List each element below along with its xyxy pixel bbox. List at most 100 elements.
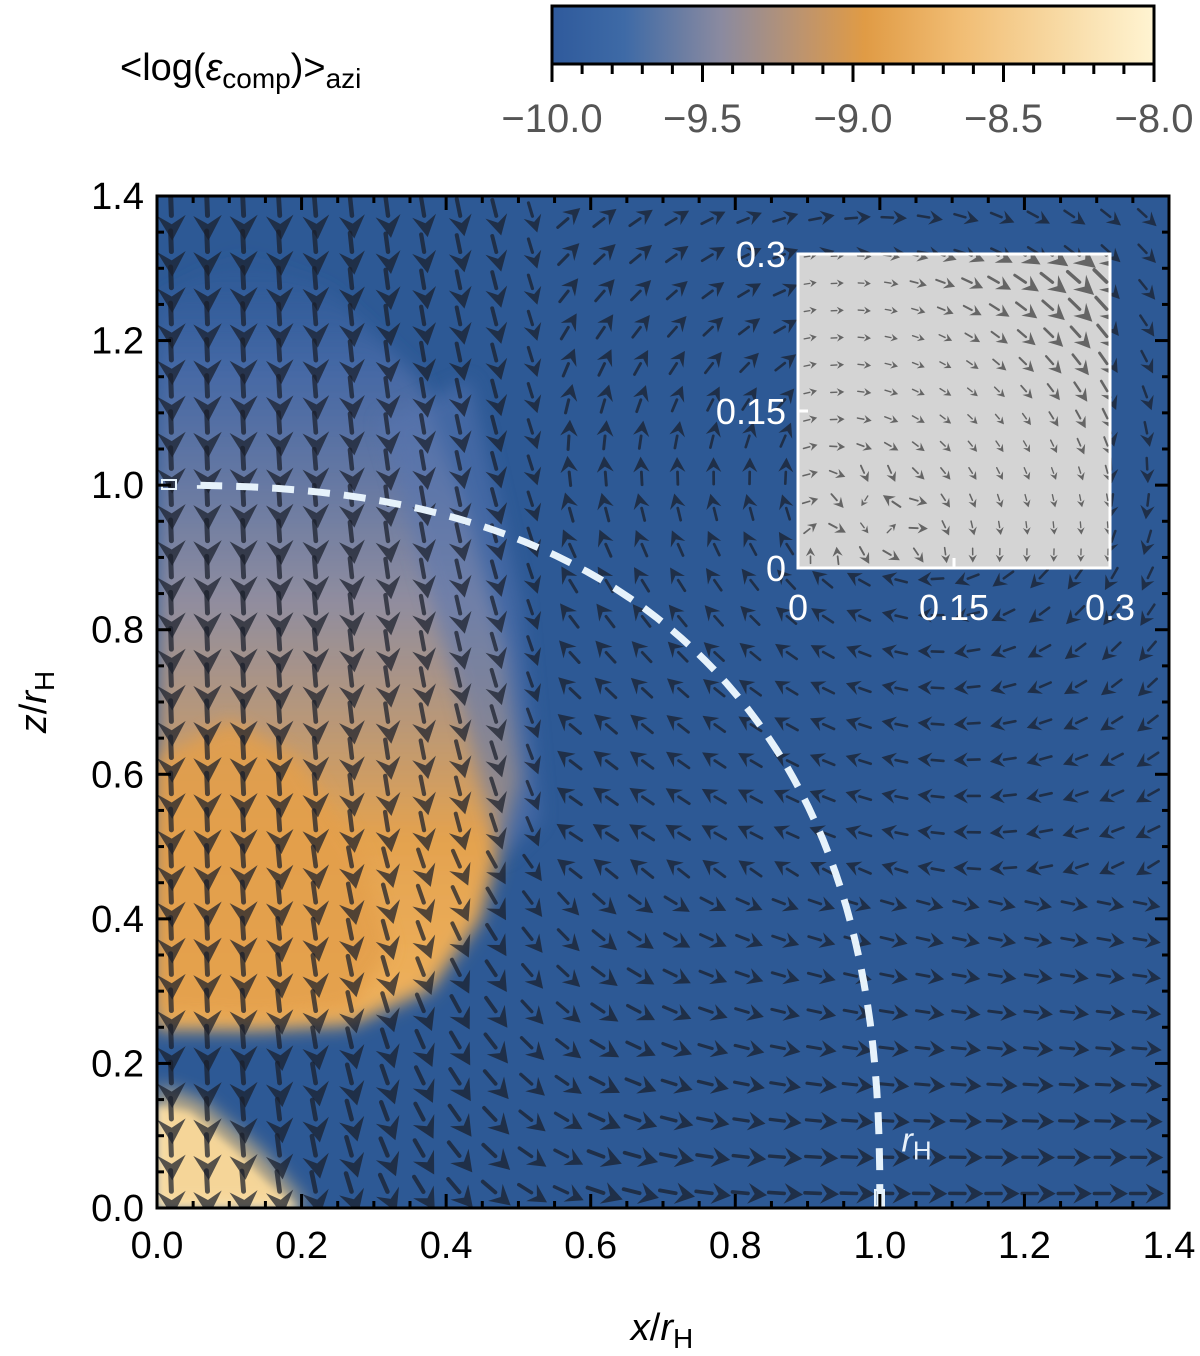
velocity-arrow-head [485,718,507,742]
velocity-arrow-head [229,467,258,494]
velocity-arrow-head [375,322,401,347]
velocity-arrow-head [229,792,258,819]
inset-arrow [857,360,872,369]
velocity-arrow [375,303,401,347]
inset-arrow-head [941,525,950,536]
velocity-arrow [339,447,365,492]
velocity-arrow-head [1140,539,1155,556]
inset-arrow [1067,297,1093,322]
velocity-arrow [1063,209,1086,225]
velocity-arrow-shaft [662,968,678,978]
inset-arrow-shaft [1098,351,1109,366]
velocity-arrow [633,456,650,487]
velocity-arrow-head [376,1186,399,1208]
velocity-arrow-shaft [489,595,499,616]
velocity-arrow [302,1025,329,1071]
velocity-arrow [917,716,945,732]
inset-arrow-head [1047,331,1064,347]
velocity-arrow-shaft [604,687,618,700]
velocity-arrow-shaft [519,1036,534,1050]
velocity-arrow-head [705,421,721,438]
velocity-arrow-head [819,1183,840,1204]
inset-arrow [857,333,871,342]
inset-arrow-shaft [803,391,811,395]
velocity-arrow-shaft [418,666,427,688]
velocity-arrow-head [1145,1040,1162,1058]
velocity-arrow [339,990,365,1034]
velocity-arrow [557,243,580,267]
velocity-arrow-shaft [1074,716,1088,725]
velocity-arrow-head [598,968,618,986]
velocity-arrow-shaft [673,434,679,450]
inset-arrow [968,467,977,480]
velocity-arrow [917,824,945,840]
velocity-arrow-head [892,1147,911,1167]
inset-arrow-shaft [938,334,946,339]
inset-arrow [911,388,925,396]
velocity-arrow-head [928,210,943,225]
velocity-arrow [917,788,945,804]
velocity-arrow-shaft [894,867,909,874]
velocity-arrow [339,1171,364,1208]
velocity-arrow [845,716,872,732]
velocity-arrow-head [670,350,685,368]
velocity-arrow-shaft [858,831,873,838]
inset-arrow [964,332,981,343]
velocity-arrow [769,1075,801,1094]
velocity-arrow-shaft [1136,207,1148,219]
velocity-arrow [560,348,577,378]
velocity-arrow-shaft [770,971,786,978]
velocity-arrow-head [1036,1040,1054,1058]
velocity-arrow-head [557,714,576,732]
velocity-arrow-shaft [1131,1046,1148,1051]
velocity-arrow-head [928,1040,945,1058]
velocity-arrow-shaft [628,217,642,228]
velocity-arrow [952,896,980,912]
velocity-arrow [448,305,472,345]
velocity-arrow [743,531,758,556]
velocity-arrow-shaft [274,1169,283,1194]
velocity-arrow-shaft [347,302,355,327]
velocity-arrow-shaft [1110,566,1119,580]
velocity-arrow [702,859,727,879]
velocity-arrow-head [999,896,1016,912]
velocity-arrow-shaft [567,506,575,523]
velocity-arrow [917,644,945,659]
velocity-arrow [987,1004,1017,1021]
y-tick-label: 1.2 [91,321,144,363]
velocity-arrow [558,677,582,700]
velocity-arrow [879,968,908,985]
velocity-arrow-head [157,1010,186,1036]
velocity-arrow [375,196,401,238]
inset-arrow-head [809,279,817,288]
velocity-arrow-head [1000,1040,1018,1058]
velocity-arrow-head [193,1118,222,1145]
velocity-arrow-shaft [383,376,391,399]
inset-arrow [803,388,817,397]
velocity-arrow-head [954,571,971,586]
velocity-arrow [597,492,614,523]
velocity-arrow-head [524,861,542,882]
inset-arrow-shaft [1041,299,1055,312]
velocity-arrow-head [157,395,186,422]
velocity-arrow [665,788,691,806]
velocity-arrow-head [1109,1147,1128,1167]
velocity-arrow-shaft [383,196,391,218]
velocity-arrow [448,269,472,309]
velocity-arrow-head [157,504,186,530]
velocity-arrow-head [782,968,800,985]
velocity-arrow-head [917,607,932,623]
velocity-arrow [659,1111,694,1131]
velocity-arrow-head [672,1004,692,1021]
velocity-arrow-shaft [589,1038,606,1050]
velocity-arrow [917,571,945,587]
velocity-arrow-head [229,503,258,530]
velocity-arrow [661,1039,692,1058]
velocity-arrow-head [596,420,614,437]
velocity-arrow-head [1108,896,1125,912]
velocity-arrow-shaft [418,738,427,761]
inset-arrow-shaft [939,387,946,393]
velocity-arrow [302,446,330,493]
hill-radius-curve [196,481,884,1208]
inset-arrow [968,520,977,536]
